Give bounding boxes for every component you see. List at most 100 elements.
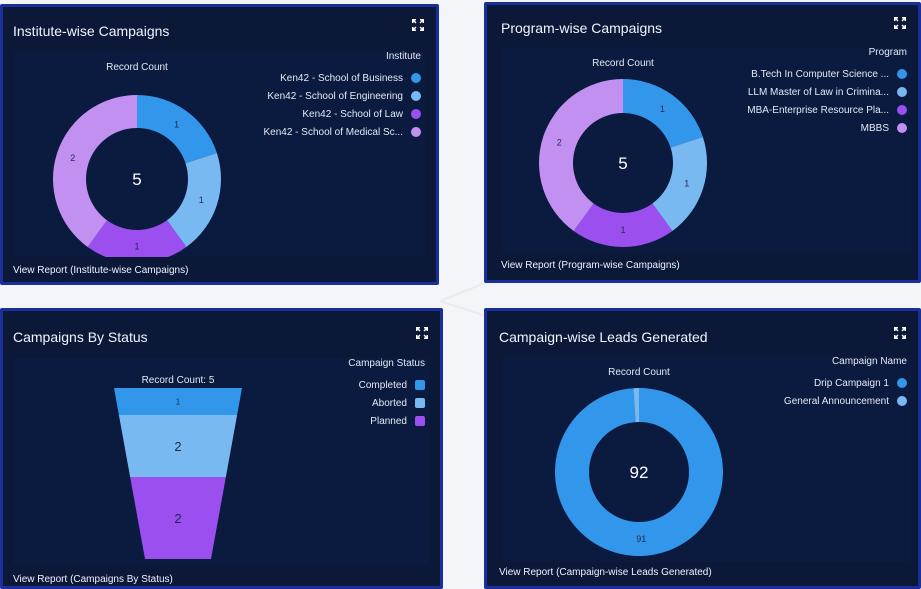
institute-wise-campaigns-card: Institute-wise Campaigns Record Count 1 1 1… <box>0 4 439 285</box>
legend-swatch <box>411 109 421 119</box>
view-report-link[interactable]: View Report (Program-wise Campaigns) <box>501 260 680 271</box>
program-wise-campaigns-card: Program-wise Campaigns Record Count 1 1 1 2 5… <box>484 2 921 283</box>
legend-label: LLM Master of Law in Crimina... <box>747 86 889 98</box>
expand-icon[interactable] <box>894 327 906 339</box>
expand-icon[interactable] <box>894 17 906 29</box>
legend-label: Aborted <box>371 397 407 409</box>
chart-legend: Campaign Status Completed Aborted Planned <box>348 358 425 430</box>
slice-label: 1 <box>134 242 139 252</box>
legend-item[interactable]: Aborted <box>348 394 425 412</box>
donut-slice[interactable] <box>555 388 723 556</box>
legend-item[interactable]: LLM Master of Law in Crimina... <box>747 83 907 101</box>
chart-title: Record Count: 5 <box>142 375 215 386</box>
legend-item[interactable]: MBBS <box>747 119 907 137</box>
stage-label: 2 <box>174 439 181 454</box>
funnel-stage[interactable] <box>130 477 226 559</box>
legend-swatch <box>415 398 425 408</box>
slice-label: 1 <box>199 195 204 205</box>
slice-label: 1 <box>684 179 689 189</box>
legend-label: MBBS <box>860 122 889 134</box>
donut-slice[interactable] <box>137 95 217 164</box>
donut-chart: Record Count 1 1 1 2 5 <box>539 58 707 248</box>
legend-title: Institute <box>385 51 421 62</box>
view-report-link[interactable]: View Report (Campaigns By Status) <box>13 574 173 585</box>
legend-item[interactable]: MBA-Enterprise Resource Pla... <box>747 101 907 119</box>
legend-swatch <box>897 105 907 115</box>
legend-title: Campaign Status <box>348 358 425 369</box>
chart-area: Record Count 1 1 1 2 5 Program B.Tech In Compu… <box>501 47 911 253</box>
legend-item[interactable]: Completed <box>348 376 425 394</box>
legend-label: Completed <box>358 379 407 391</box>
legend-label: Planned <box>370 415 407 427</box>
slice-label: 1 <box>620 225 625 235</box>
donut-slice[interactable] <box>623 79 703 148</box>
legend-item[interactable]: Ken42 - School of Business <box>263 69 421 87</box>
legend-label: General Announcement <box>783 395 889 407</box>
slice-label: 2 <box>557 137 562 147</box>
chart-title: Record Count <box>106 62 168 73</box>
chart-legend: Program B.Tech In Computer Science ... LLM… <box>747 47 907 137</box>
stage-label: 2 <box>174 511 181 526</box>
view-report-link[interactable]: View Report (Institute-wise Campaigns) <box>13 265 189 276</box>
legend-label: Ken42 - School of Medical Sc... <box>263 126 403 138</box>
funnel-stage[interactable] <box>118 415 238 477</box>
slice-label: 2 <box>70 153 75 163</box>
donut-slice[interactable] <box>52 95 137 247</box>
donut-slice[interactable] <box>573 203 673 248</box>
funnel-chart: Record Count: 5 1 2 2 <box>114 375 242 559</box>
legend-title: Campaign Name <box>831 356 907 367</box>
card-title: Campaigns By Status <box>13 329 148 345</box>
slice-label: 91 <box>636 534 646 544</box>
stage-label: 1 <box>176 398 181 407</box>
campaigns-by-status-card: Campaigns By Status Record Count: 5 1 2 2 C… <box>0 308 443 589</box>
chart-title: Record Count <box>608 367 670 378</box>
donut-slice[interactable] <box>87 220 187 257</box>
chart-area: Record Count 1 1 1 2 5 Institute Ken42 - Schoo… <box>13 51 425 257</box>
legend-swatch <box>411 73 421 83</box>
legend-swatch <box>897 123 907 133</box>
card-title: Program-wise Campaigns <box>501 20 663 36</box>
donut-chart: Record Count 91 92 <box>555 367 723 556</box>
donut-slice[interactable] <box>633 388 639 423</box>
legend-item[interactable]: Ken42 - School of Engineering <box>263 87 421 105</box>
view-report-link[interactable]: View Report (Campaign-wise Leads Generat… <box>499 567 712 578</box>
legend-swatch <box>897 378 907 388</box>
card-title: Campaign-wise Leads Generated <box>499 329 708 345</box>
legend-item[interactable]: Ken42 - School of Medical Sc... <box>263 123 421 141</box>
legend-label: MBA-Enterprise Resource Pla... <box>747 104 889 116</box>
legend-swatch <box>415 380 425 390</box>
legend-swatch <box>897 87 907 97</box>
chart-legend: Institute Ken42 - School of Business Ken42… <box>263 51 421 141</box>
legend-label: Drip Campaign 1 <box>813 377 889 389</box>
campaign-wise-leads-card: Campaign-wise Leads Generated Record Cou… <box>484 308 921 589</box>
legend-label: Ken42 - School of Law <box>302 108 403 120</box>
legend-label: Ken42 - School of Business <box>280 72 403 84</box>
chart-area: Record Count: 5 1 2 2 Campaign Status Comple… <box>13 358 429 564</box>
chart-area: Record Count 91 92 Campaign Name Drip Campa… <box>503 356 911 562</box>
legend-swatch <box>897 396 907 406</box>
legend-swatch <box>411 127 421 137</box>
center-total: 92 <box>630 463 649 482</box>
legend-item[interactable]: Planned <box>348 412 425 430</box>
expand-icon[interactable] <box>412 19 424 31</box>
donut-chart: Record Count 1 1 1 2 5 <box>52 62 221 257</box>
legend-label: B.Tech In Computer Science ... <box>751 68 889 80</box>
legend-item[interactable]: Ken42 - School of Law <box>263 105 421 123</box>
chart-title: Record Count <box>592 58 654 69</box>
slice-label: 1 <box>174 119 179 129</box>
expand-icon[interactable] <box>416 327 428 339</box>
slice-label: 1 <box>660 104 665 114</box>
legend-title: Program <box>868 47 907 58</box>
funnel-stage[interactable] <box>114 388 242 415</box>
legend-item[interactable]: General Announcement <box>784 392 907 410</box>
donut-slice[interactable] <box>652 137 707 231</box>
donut-slice[interactable] <box>166 153 221 247</box>
card-title: Institute-wise Campaigns <box>13 23 170 39</box>
donut-slice[interactable] <box>539 79 623 231</box>
center-total: 5 <box>618 154 627 173</box>
legend-item[interactable]: Drip Campaign 1 <box>784 374 907 392</box>
chart-legend: Campaign Name Drip Campaign 1 General Anno… <box>784 356 907 410</box>
legend-item[interactable]: B.Tech In Computer Science ... <box>747 65 907 83</box>
legend-swatch <box>897 69 907 79</box>
legend-label: Ken42 - School of Engineering <box>267 90 403 102</box>
